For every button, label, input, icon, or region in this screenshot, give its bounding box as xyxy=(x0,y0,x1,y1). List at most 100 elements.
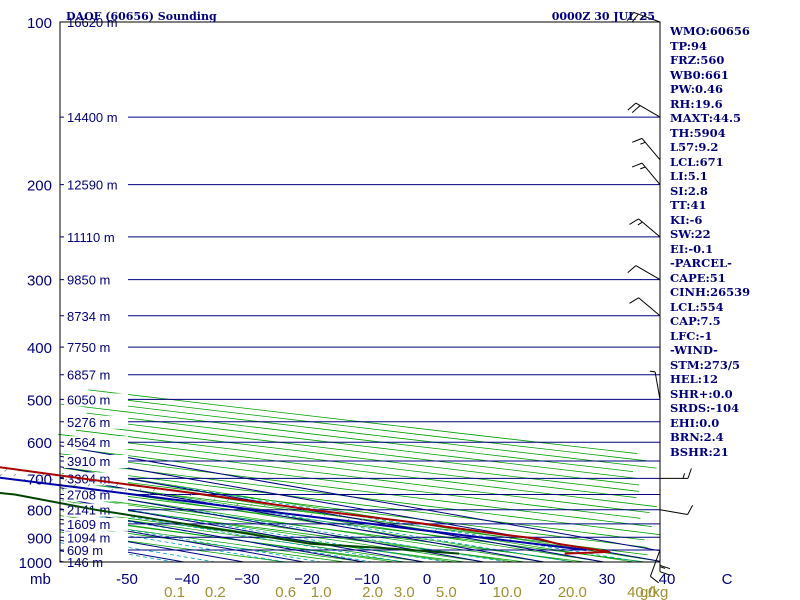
barb-half-flag xyxy=(637,221,643,226)
mixing-ratio-line xyxy=(84,471,642,563)
height-label: 5276 m xyxy=(67,415,110,430)
stat-line: TT:41 xyxy=(670,198,707,212)
pressure-tick-label: 100 xyxy=(27,15,52,32)
pressure-tick-label: 200 xyxy=(27,178,52,195)
pressure-tick-label: 1000 xyxy=(19,555,52,572)
stat-line: RH:19.6 xyxy=(670,96,723,111)
temperature-tick-label: 10 xyxy=(479,571,496,588)
chart-date: 0000Z 30 JUL 25 xyxy=(552,10,655,23)
wind-barb xyxy=(632,137,661,161)
barb-staff xyxy=(635,265,661,281)
hatch-line xyxy=(0,22,15,554)
stat-line: SW:22 xyxy=(670,227,711,241)
height-label-bg xyxy=(64,309,128,323)
hatch-line xyxy=(0,22,29,554)
stat-line: BRN:2.4 xyxy=(670,430,724,444)
height-label-bg xyxy=(64,544,128,557)
hatch-line xyxy=(716,0,800,600)
pressure-unit-label: mb xyxy=(30,571,51,588)
dry-adiabat xyxy=(63,487,646,563)
temperature-tick-label: 0 xyxy=(423,571,431,588)
stat-line: MAXT:44.5 xyxy=(670,111,741,125)
barb-flag xyxy=(631,105,641,113)
height-label-bg xyxy=(64,455,128,468)
pressure-tick-label: 900 xyxy=(27,530,52,547)
mixing-ratio-tick-label: 0.2 xyxy=(205,584,226,600)
height-label: 9850 m xyxy=(67,273,110,288)
stat-line: HEL:12 xyxy=(670,372,718,386)
dry-adiabat xyxy=(71,441,650,513)
background-grid xyxy=(58,21,661,563)
wind-barb xyxy=(649,370,661,400)
barb-half-flag xyxy=(640,166,646,170)
wind-barb xyxy=(659,537,671,570)
hatch-line xyxy=(772,0,800,600)
stat-line: L57:9.2 xyxy=(670,140,719,154)
pressure-tick-label: 800 xyxy=(27,503,52,520)
barb-staff xyxy=(659,509,688,515)
stat-line: WMO:60656 xyxy=(670,24,750,38)
dry-adiabat xyxy=(71,399,657,469)
height-label-bg xyxy=(64,393,128,407)
wind-barb xyxy=(649,549,661,584)
mixing-ratio-line xyxy=(92,503,447,563)
temperature-tick-label: -50 xyxy=(116,571,138,588)
hatch-line xyxy=(113,22,610,554)
height-label-bg xyxy=(64,341,128,355)
temperature-tick-label: −30 xyxy=(234,571,259,588)
height-label-bg xyxy=(64,517,128,531)
height-label: 4564 m xyxy=(67,435,110,450)
temperature-tick-label: 40 xyxy=(659,571,676,588)
mixing-ratio-tick-label: 1.0 xyxy=(311,584,332,600)
pressure-tick-label: 300 xyxy=(27,273,52,290)
stat-line: KI:-6 xyxy=(670,212,703,227)
dry-adiabat xyxy=(60,403,634,472)
dry-adiabat xyxy=(80,394,649,462)
height-label-bg xyxy=(64,111,128,125)
hatch-line xyxy=(744,0,800,600)
stat-line: FRZ:560 xyxy=(670,53,725,67)
mixing-ratio-tick-label: 2.0 xyxy=(362,584,383,600)
stat-line: LCL:671 xyxy=(670,154,724,169)
height-label-bg xyxy=(64,273,128,287)
height-label-bg xyxy=(64,178,128,192)
moist-adiabat xyxy=(62,510,425,563)
wind-barb xyxy=(629,297,661,317)
stat-line: CINH:26539 xyxy=(670,285,751,299)
stat-line: PW:0.46 xyxy=(670,82,724,96)
dry-adiabat xyxy=(58,433,657,508)
pressure-tick-label: 400 xyxy=(27,340,52,357)
barb-staff xyxy=(649,549,661,577)
temperature-tick-label: 30 xyxy=(599,571,616,588)
stat-line: EI:-0.1 xyxy=(670,241,714,256)
barb-flag xyxy=(626,12,635,22)
temperature-line xyxy=(0,466,611,555)
temperature-tick-label: C xyxy=(722,571,733,588)
dry-adiabat xyxy=(58,453,652,527)
hatch-line xyxy=(127,22,610,554)
height-label: 609 m xyxy=(67,543,103,558)
mixing-ratio-unit-label: g/kg xyxy=(640,584,668,600)
mixing-ratio-tick-label: 0.6 xyxy=(275,584,296,600)
dry-adiabat xyxy=(81,449,641,519)
stat-line: CAP:7.5 xyxy=(670,314,721,328)
height-label: 1094 m xyxy=(67,530,110,545)
barb-flag xyxy=(631,13,639,23)
height-label-bg xyxy=(64,415,128,429)
pressure-tick-label: 600 xyxy=(27,435,52,452)
wind-barb xyxy=(660,468,692,479)
barb-flag xyxy=(629,297,639,304)
mixing-ratio-axis: 0.1 0.2 0.6 1.0 2.0 3.0 5.0 10.0 20.0 40.0g/kg xyxy=(164,584,668,600)
parcel-line xyxy=(0,476,587,551)
isotherm xyxy=(59,476,545,563)
height-label: 1609 m xyxy=(67,517,110,532)
barb-flag xyxy=(687,468,692,479)
barb-half-flag xyxy=(649,370,656,373)
stat-line: EHI:0.0 xyxy=(670,415,720,430)
plot-frame xyxy=(59,21,661,563)
barb-flag xyxy=(659,571,671,576)
mixing-ratio-tick-label: 40.0 xyxy=(627,584,656,600)
stat-line: SRDS:-104 xyxy=(670,401,740,415)
